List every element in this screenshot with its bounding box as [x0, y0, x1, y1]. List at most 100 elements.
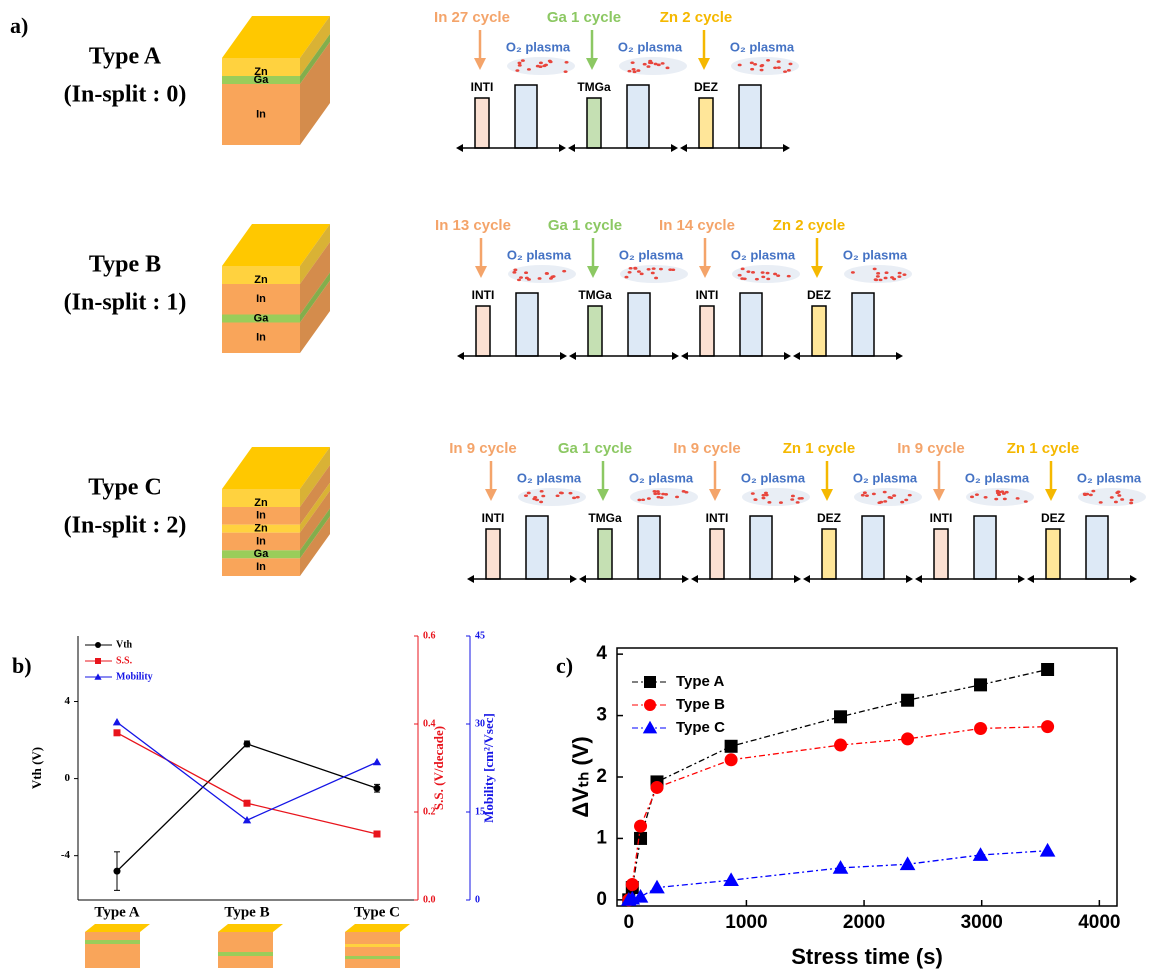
- plasma-dot: [632, 70, 637, 74]
- tick-label: 0.0: [423, 894, 436, 905]
- series-line: [628, 725, 1048, 901]
- tick-label: 15: [475, 806, 485, 817]
- plasma-dot: [1109, 496, 1114, 499]
- plasma-dot: [539, 489, 544, 493]
- plasma-dot: [776, 274, 781, 277]
- precursor-pulse: [933, 528, 949, 580]
- layer-label: In: [256, 108, 266, 120]
- panel-label: c): [556, 653, 573, 678]
- plasma-dot: [646, 65, 651, 68]
- plasma-dot: [520, 59, 525, 62]
- plasma-dot: [799, 497, 804, 500]
- plasma-dot: [904, 498, 909, 502]
- precursor-label: DEZ: [817, 511, 841, 525]
- legend-marker: [94, 673, 102, 680]
- plasma-dot: [878, 278, 883, 282]
- precursor-label: INTI: [696, 288, 719, 302]
- thumb-layer: [345, 944, 400, 947]
- marker: [632, 888, 649, 903]
- axis-head: [1027, 575, 1034, 583]
- axis-head: [681, 352, 688, 360]
- plasma-dot: [753, 498, 758, 501]
- layer-side-shade: [300, 42, 330, 145]
- plasma-dot: [653, 492, 658, 496]
- marker: [974, 721, 988, 735]
- arrow-head: [698, 58, 710, 70]
- axis-head: [915, 575, 922, 583]
- plasma-dot: [897, 275, 902, 278]
- plasma-dot: [1023, 500, 1028, 503]
- plasma-dot: [646, 497, 651, 500]
- layer-side: [300, 242, 330, 315]
- block-top: [222, 447, 330, 489]
- plasma-dot: [970, 495, 975, 499]
- legend-marker: [644, 699, 656, 711]
- plasma-dot: [524, 271, 529, 275]
- marker: [373, 784, 381, 792]
- axis-head: [568, 144, 575, 152]
- axis-head: [560, 352, 567, 360]
- layer-front: [222, 322, 300, 353]
- marker: [1041, 663, 1055, 676]
- plasma-dot: [572, 496, 577, 500]
- plasma-label: O₂ plasma: [618, 39, 683, 54]
- layer-label: Ga: [254, 312, 270, 324]
- plasma-dot: [790, 494, 795, 498]
- marker: [625, 878, 639, 891]
- plasma-dot: [526, 491, 531, 495]
- layer-label: Zn: [254, 66, 268, 78]
- plasma-label: O₂ plasma: [517, 470, 582, 485]
- y-axis-label: Vth (V): [29, 747, 44, 789]
- precursor-label: TMGa: [578, 288, 612, 302]
- split-label: (In-split : 1): [64, 290, 187, 316]
- plasma-pulse: [1085, 515, 1109, 580]
- precursor-pulse: [597, 528, 613, 580]
- plasma-dot: [537, 277, 542, 280]
- plasma-dot: [568, 491, 573, 495]
- plasma-dot: [746, 270, 751, 273]
- legend-label: Vth: [116, 639, 133, 650]
- plasma-dot: [1088, 493, 1093, 497]
- layer-side-shade: [300, 242, 330, 315]
- y-tick-label: 3: [596, 705, 607, 726]
- legend-marker: [642, 720, 658, 734]
- plasma-dot: [658, 267, 663, 271]
- plasma-dot: [548, 60, 553, 64]
- plasma-label: O₂ plasma: [853, 470, 918, 485]
- precursor-label: INTI: [482, 511, 505, 525]
- marker: [974, 678, 988, 692]
- plasma-dot: [740, 267, 745, 271]
- axis-head: [671, 144, 678, 152]
- plasma-dot: [763, 491, 768, 495]
- layer-side-shade: [300, 16, 330, 76]
- thumbnails: [85, 924, 410, 968]
- marker: [243, 740, 251, 748]
- plasma-dot: [776, 60, 781, 63]
- x-tick-label: 0: [623, 912, 634, 933]
- plasma-dot: [656, 492, 661, 495]
- plasma-dot: [872, 267, 877, 271]
- precursor-label: DEZ: [694, 80, 718, 94]
- layer-label: Zn: [254, 523, 268, 535]
- plasma-dot: [1129, 501, 1134, 505]
- plasma-dot: [773, 66, 778, 70]
- plasma-dot: [860, 493, 865, 497]
- tick-label: 45: [475, 630, 485, 641]
- plasma-label: O₂ plasma: [731, 247, 796, 262]
- plasma-dot: [519, 276, 524, 279]
- plasma-dot: [665, 66, 670, 70]
- cycle-label: Zn 2 cycle: [773, 217, 846, 234]
- precursor-label: INTI: [930, 511, 953, 525]
- plasma-dot: [766, 277, 771, 281]
- precursor-label: INTI: [471, 80, 494, 94]
- tick-label: 30: [475, 718, 485, 729]
- plasma-dot: [737, 63, 742, 67]
- layer-side: [300, 508, 330, 559]
- plasma-dot: [656, 63, 661, 67]
- arrow-head: [597, 489, 609, 501]
- axis-head: [456, 144, 463, 152]
- plasma-dot: [1098, 501, 1103, 504]
- plasma-dot: [555, 494, 560, 498]
- plasma-dot: [652, 490, 657, 493]
- precursor-label: INTI: [472, 288, 495, 302]
